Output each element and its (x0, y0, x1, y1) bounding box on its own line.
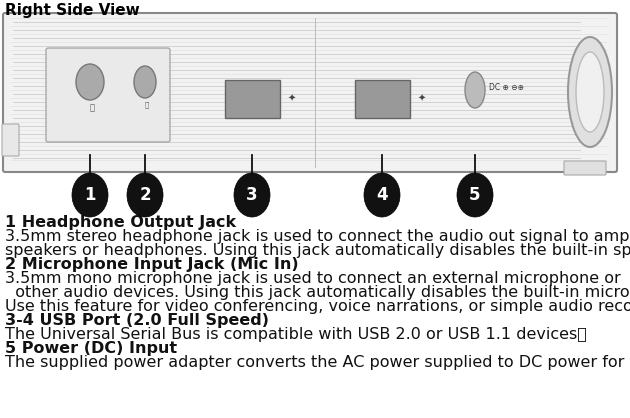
Ellipse shape (364, 173, 400, 217)
Text: 🎧: 🎧 (89, 103, 94, 112)
Ellipse shape (234, 173, 270, 217)
Ellipse shape (465, 72, 485, 108)
FancyBboxPatch shape (2, 124, 19, 156)
Text: 1 Headphone Output Jack: 1 Headphone Output Jack (5, 215, 236, 230)
Ellipse shape (76, 64, 104, 100)
Text: 2: 2 (139, 186, 151, 204)
Text: 3.5mm mono microphone jack is used to connect an external microphone or: 3.5mm mono microphone jack is used to co… (5, 271, 621, 286)
Text: 3-4 USB Port (2.0 Full Speed): 3-4 USB Port (2.0 Full Speed) (5, 313, 269, 328)
FancyBboxPatch shape (3, 13, 617, 172)
Ellipse shape (576, 52, 604, 132)
FancyBboxPatch shape (564, 161, 606, 175)
Text: 🎤: 🎤 (145, 101, 149, 107)
Text: ✦: ✦ (288, 94, 296, 104)
Ellipse shape (457, 173, 493, 217)
Ellipse shape (568, 37, 612, 147)
Text: 2 Microphone Input Jack (Mic In): 2 Microphone Input Jack (Mic In) (5, 257, 299, 272)
Ellipse shape (134, 66, 156, 98)
Text: 4: 4 (376, 186, 388, 204)
Bar (355, 80, 410, 118)
Text: The Universal Serial Bus is compatible with USB 2.0 or USB 1.1 devices。: The Universal Serial Bus is compatible w… (5, 327, 587, 342)
Text: 3: 3 (246, 186, 258, 204)
Text: other audio devices. Using this jack automatically disables the built-in microph: other audio devices. Using this jack aut… (5, 285, 630, 300)
Ellipse shape (127, 173, 163, 217)
Text: Use this feature for video conferencing, voice narrations, or simple audio recor: Use this feature for video conferencing,… (5, 299, 630, 314)
Bar (225, 80, 280, 118)
Text: Right Side View: Right Side View (5, 3, 140, 18)
Text: The supplied power adapter converts the AC power supplied to DC power for the Ti: The supplied power adapter converts the … (5, 355, 630, 370)
FancyBboxPatch shape (46, 48, 170, 142)
Text: ✦: ✦ (418, 94, 426, 104)
Text: 1: 1 (84, 186, 96, 204)
Text: speakers or headphones. Using this jack automatically disables the built-in spea: speakers or headphones. Using this jack … (5, 243, 630, 258)
Text: 5 Power (DC) Input: 5 Power (DC) Input (5, 341, 177, 356)
Text: 3.5mm stereo headphone jack is used to connect the audio out signal to amplified: 3.5mm stereo headphone jack is used to c… (5, 229, 630, 244)
Text: DC ⊕ ⊖⊕: DC ⊕ ⊖⊕ (489, 82, 524, 92)
Text: 5: 5 (469, 186, 481, 204)
Ellipse shape (72, 173, 108, 217)
